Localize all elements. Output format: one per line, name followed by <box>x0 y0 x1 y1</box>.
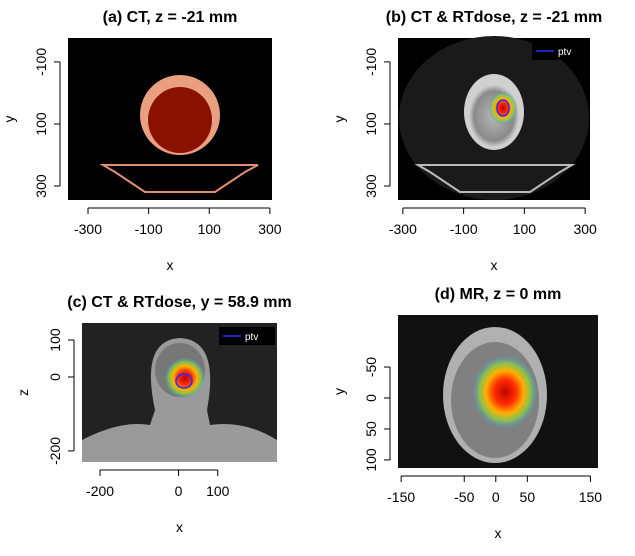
x-tick-label: 0 <box>175 483 183 499</box>
x-axis-label: x <box>491 257 498 273</box>
panel-title: (c) CT & RTdose, y = 58.9 mm <box>67 294 292 311</box>
y-tick-label: 100 <box>47 328 63 352</box>
y-tick-label: 0 <box>47 373 63 381</box>
y-tick-label: -50 <box>363 357 379 377</box>
legend-box <box>532 42 588 60</box>
y-axis-label: y <box>1 116 17 123</box>
x-axis-label: x <box>167 257 174 273</box>
x-tick-label: -50 <box>454 489 474 505</box>
ptv-contour <box>175 373 193 389</box>
y-tick-label: -100 <box>363 48 379 76</box>
x-axis-label: x <box>495 525 502 541</box>
x-tick-label: -300 <box>74 221 102 237</box>
legend-label: ptv <box>245 332 258 343</box>
x-tick-label: 150 <box>579 489 603 505</box>
table <box>99 164 259 193</box>
y-tick-label: 100 <box>363 448 379 472</box>
table <box>414 164 576 193</box>
x-tick-label: -100 <box>450 221 478 237</box>
y-tick-label: 50 <box>363 421 379 437</box>
legend-label: ptv <box>558 47 571 58</box>
y-tick-label: -100 <box>33 48 49 76</box>
panel-title: (d) MR, z = 0 mm <box>435 286 562 303</box>
panel-title: (b) CT & RTdose, z = -21 mm <box>386 9 602 26</box>
x-tick-label: -150 <box>387 489 415 505</box>
x-axis-label: x <box>176 519 183 535</box>
x-tick-label: 0 <box>492 489 500 505</box>
dose <box>165 358 205 398</box>
dose <box>473 356 537 428</box>
brain <box>148 87 212 153</box>
panel-title: (a) CT, z = -21 mm <box>103 9 238 26</box>
y-axis-label: y <box>331 116 347 123</box>
y-tick-label: 100 <box>363 112 379 136</box>
y-tick-label: 300 <box>363 174 379 198</box>
x-tick-label: 300 <box>573 221 597 237</box>
dose <box>489 92 517 124</box>
x-tick-label: 50 <box>520 489 536 505</box>
body <box>82 338 277 462</box>
x-tick-label: -100 <box>135 221 163 237</box>
y-tick-label: 100 <box>33 112 49 136</box>
y-tick-label: 300 <box>33 174 49 198</box>
x-tick-label: -200 <box>86 483 114 499</box>
x-tick-label: 300 <box>258 221 282 237</box>
x-tick-label: -300 <box>389 221 417 237</box>
y-axis-label: z <box>15 389 31 396</box>
legend-box <box>219 327 275 345</box>
y-tick-label: -200 <box>47 437 63 465</box>
y-tick-label: 0 <box>363 394 379 402</box>
x-tick-label: 100 <box>513 221 537 237</box>
x-tick-label: 100 <box>206 483 230 499</box>
ptv-contour <box>496 99 510 117</box>
y-axis-label: y <box>331 388 347 395</box>
x-tick-label: 100 <box>198 221 222 237</box>
